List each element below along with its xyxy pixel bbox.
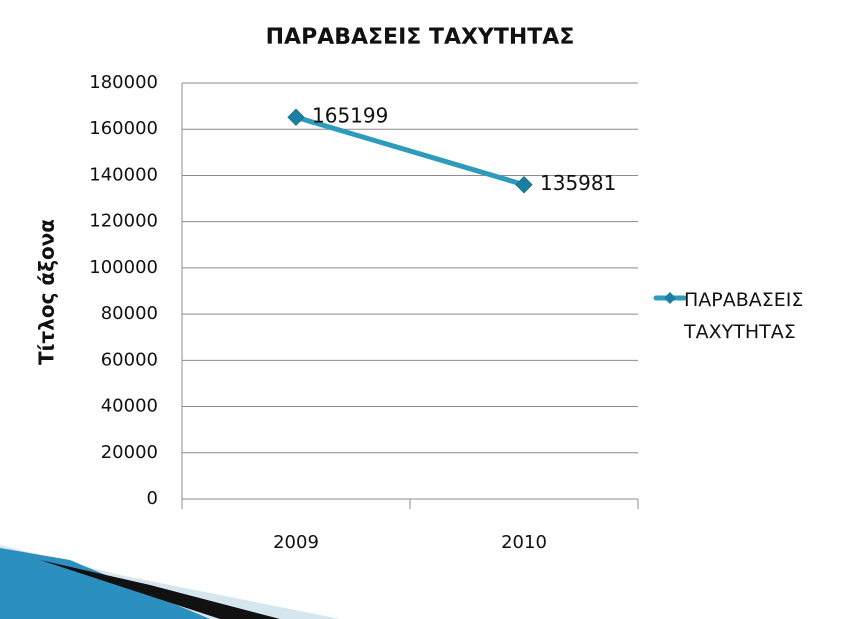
- y-tick-label: 160000: [89, 118, 158, 139]
- y-tick-label: 80000: [101, 303, 158, 324]
- legend-label: ΠΑΡΑΒΑΣΕΙΣ ΤΑΧΥΤΗΤΑΣ: [684, 289, 804, 343]
- y-tick-label: 180000: [89, 72, 158, 93]
- data-point: [515, 176, 533, 194]
- y-tick-label: 60000: [101, 349, 158, 370]
- y-tick-label: 20000: [101, 442, 158, 463]
- data-label: 165199: [312, 104, 388, 128]
- x-tick-label: 2009: [273, 532, 319, 553]
- decoration: [40, 560, 280, 619]
- chart-title: ΠΑΡΑΒΑΣΕΙΣ ΤΑΧΥΤΗΤΑΣ: [266, 25, 575, 50]
- data-point: [287, 108, 305, 126]
- x-tick-label: 2010: [501, 532, 547, 553]
- y-tick-label: 0: [147, 488, 158, 509]
- decoration: [0, 548, 210, 619]
- y-tick-label: 140000: [89, 164, 158, 185]
- y-axis-title: Τίτλος άξονα: [35, 219, 59, 365]
- y-tick-label: 40000: [101, 396, 158, 417]
- data-label: 135981: [540, 171, 616, 195]
- series-line: [293, 114, 527, 188]
- legend-marker: [664, 292, 676, 304]
- y-tick-label: 100000: [89, 257, 158, 278]
- y-tick-label: 120000: [89, 211, 158, 232]
